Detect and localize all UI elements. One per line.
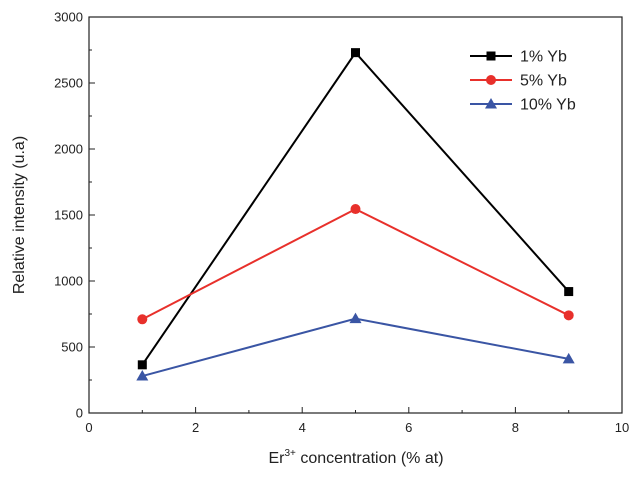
y-tick-label: 2500 bbox=[54, 76, 83, 91]
y-tick-label: 2000 bbox=[54, 142, 83, 157]
data-point bbox=[562, 352, 575, 364]
legend-item-1: 1% Yb bbox=[470, 49, 567, 66]
series-3 bbox=[136, 312, 575, 381]
x-tick-label: 2 bbox=[192, 420, 199, 435]
x-axis-title: Er3+ concentration (% at) bbox=[268, 448, 443, 467]
legend-marker bbox=[486, 75, 496, 85]
series-2 bbox=[137, 204, 574, 325]
data-point bbox=[564, 287, 574, 297]
data-point bbox=[349, 312, 362, 324]
y-tick-label: 0 bbox=[76, 406, 83, 421]
x-tick-label: 10 bbox=[615, 420, 629, 435]
legend-label: 10% Yb bbox=[520, 97, 576, 114]
y-tick-label: 1500 bbox=[54, 208, 83, 223]
legend-marker bbox=[486, 51, 496, 61]
x-tick-label: 8 bbox=[512, 420, 519, 435]
data-point bbox=[351, 48, 360, 58]
data-point bbox=[136, 370, 149, 381]
legend: 1% Yb 5% Yb 10% Yb bbox=[470, 49, 576, 114]
y-tick-label: 500 bbox=[61, 340, 83, 355]
x-axis-title-suffix: concentration (% at) bbox=[296, 450, 444, 467]
series-line bbox=[141, 207, 570, 321]
data-point bbox=[137, 314, 148, 325]
plot-area: 0 2 4 6 8 10 0 500 1000 1500 2000 2500 3000 bbox=[54, 10, 629, 436]
series-1 bbox=[137, 48, 574, 370]
x-axis-title-main: Er bbox=[268, 450, 285, 467]
legend-label: 5% Yb bbox=[520, 73, 567, 90]
y-tick-label: 1000 bbox=[54, 274, 83, 289]
series-line bbox=[142, 317, 569, 378]
data-point bbox=[563, 310, 574, 321]
x-tick-label: 6 bbox=[405, 420, 412, 435]
series-layer bbox=[136, 48, 575, 381]
x-tick-label: 0 bbox=[85, 420, 92, 435]
y-axis-title: Relative intensity (u.a) bbox=[11, 136, 28, 294]
y-tick-label: 3000 bbox=[54, 10, 83, 25]
data-point bbox=[350, 204, 361, 215]
x-axis-title-superscript: 3+ bbox=[284, 448, 296, 459]
legend-item-2: 5% Yb bbox=[470, 73, 567, 90]
legend-item-3: 10% Yb bbox=[470, 97, 576, 114]
data-point bbox=[137, 360, 147, 370]
legend-marker bbox=[485, 98, 497, 109]
x-tick-label: 4 bbox=[299, 420, 306, 435]
legend-label: 1% Yb bbox=[520, 49, 567, 66]
